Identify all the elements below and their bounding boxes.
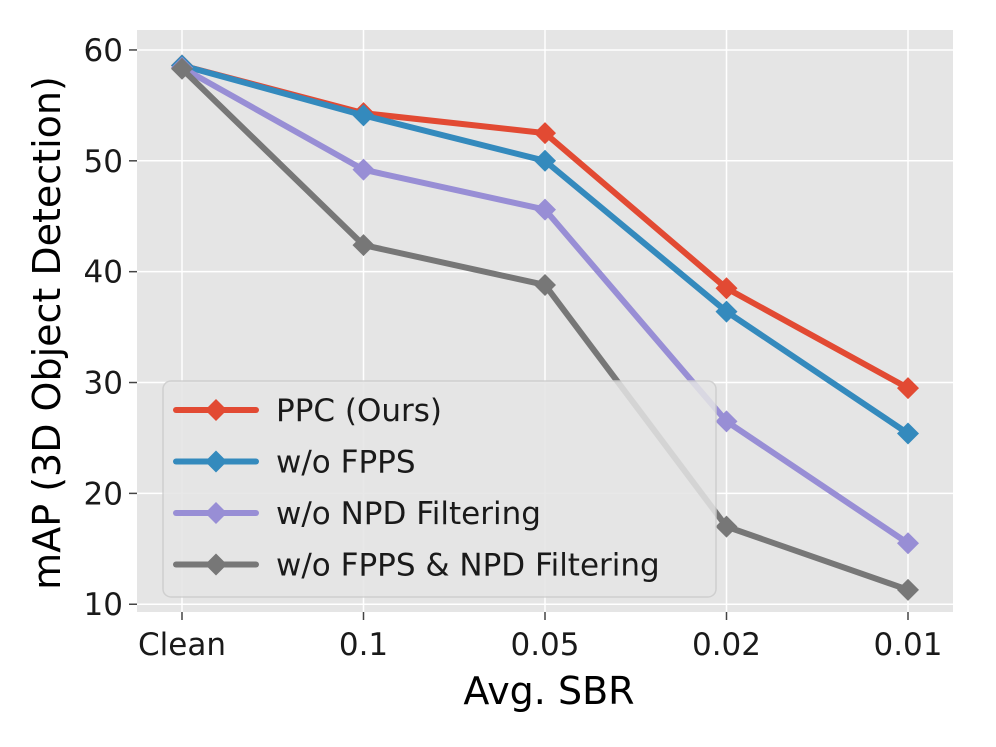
- y-tick-label: 30: [84, 366, 123, 402]
- data-point: [715, 277, 738, 300]
- y-tick-label: 20: [84, 476, 123, 512]
- data-point: [715, 300, 738, 323]
- series-2: [171, 56, 919, 555]
- legend-marker: [205, 502, 227, 524]
- data-point: [715, 515, 738, 538]
- data-point: [352, 104, 375, 127]
- y-tick-label: 60: [84, 33, 123, 69]
- data-point: [352, 234, 375, 257]
- y-tick-label: 10: [84, 587, 123, 623]
- legend-marker: [205, 399, 227, 421]
- data-point: [897, 578, 919, 601]
- legend-label: w/o NPD Filtering: [276, 496, 541, 532]
- legend-label: w/o FPPS & NPD Filtering: [276, 548, 660, 584]
- data-point: [534, 149, 556, 172]
- legend-marker: [205, 553, 227, 576]
- data-point: [171, 57, 193, 80]
- x-tick-label: 0.02: [692, 627, 761, 663]
- data-point: [897, 422, 919, 445]
- legend-item: w/o NPD Filtering: [173, 496, 541, 532]
- legend-box: [162, 380, 717, 598]
- data-point: [534, 198, 556, 221]
- legend-marker: [205, 450, 227, 473]
- x-axis-label: Avg. SBR: [463, 669, 634, 713]
- axes: 10 20 30 40 50 60 Clean 0.1 0.05 0.02 0.01: [84, 33, 943, 663]
- x-tick-label: 0.1: [339, 627, 388, 663]
- x-tick-label: Clean: [138, 627, 226, 663]
- legend: PPC (Ours) w/o FPPS w/o NPD Filtering w/o F…: [162, 380, 717, 598]
- y-tick-label: 50: [84, 144, 123, 180]
- data-point: [715, 410, 738, 433]
- legend-item: PPC (Ours): [173, 393, 442, 429]
- data-point: [534, 122, 556, 145]
- y-tick-label: 40: [84, 255, 123, 291]
- data-point: [897, 532, 919, 555]
- legend-label: w/o FPPS: [276, 445, 416, 481]
- data-point: [534, 273, 556, 296]
- data-point: [352, 158, 375, 181]
- data-point: [897, 377, 919, 400]
- legend-label: PPC (Ours): [276, 393, 442, 429]
- series-3: [171, 57, 919, 601]
- x-tick-label: 0.01: [873, 627, 942, 663]
- y-axis-label: mAP (3D Object Detection): [25, 76, 69, 590]
- x-tick-label: 0.05: [510, 627, 579, 663]
- legend-item: w/o FPPS: [173, 445, 416, 481]
- legend-item: w/o FPPS & NPD Filtering: [173, 548, 660, 584]
- series-group: [171, 54, 919, 601]
